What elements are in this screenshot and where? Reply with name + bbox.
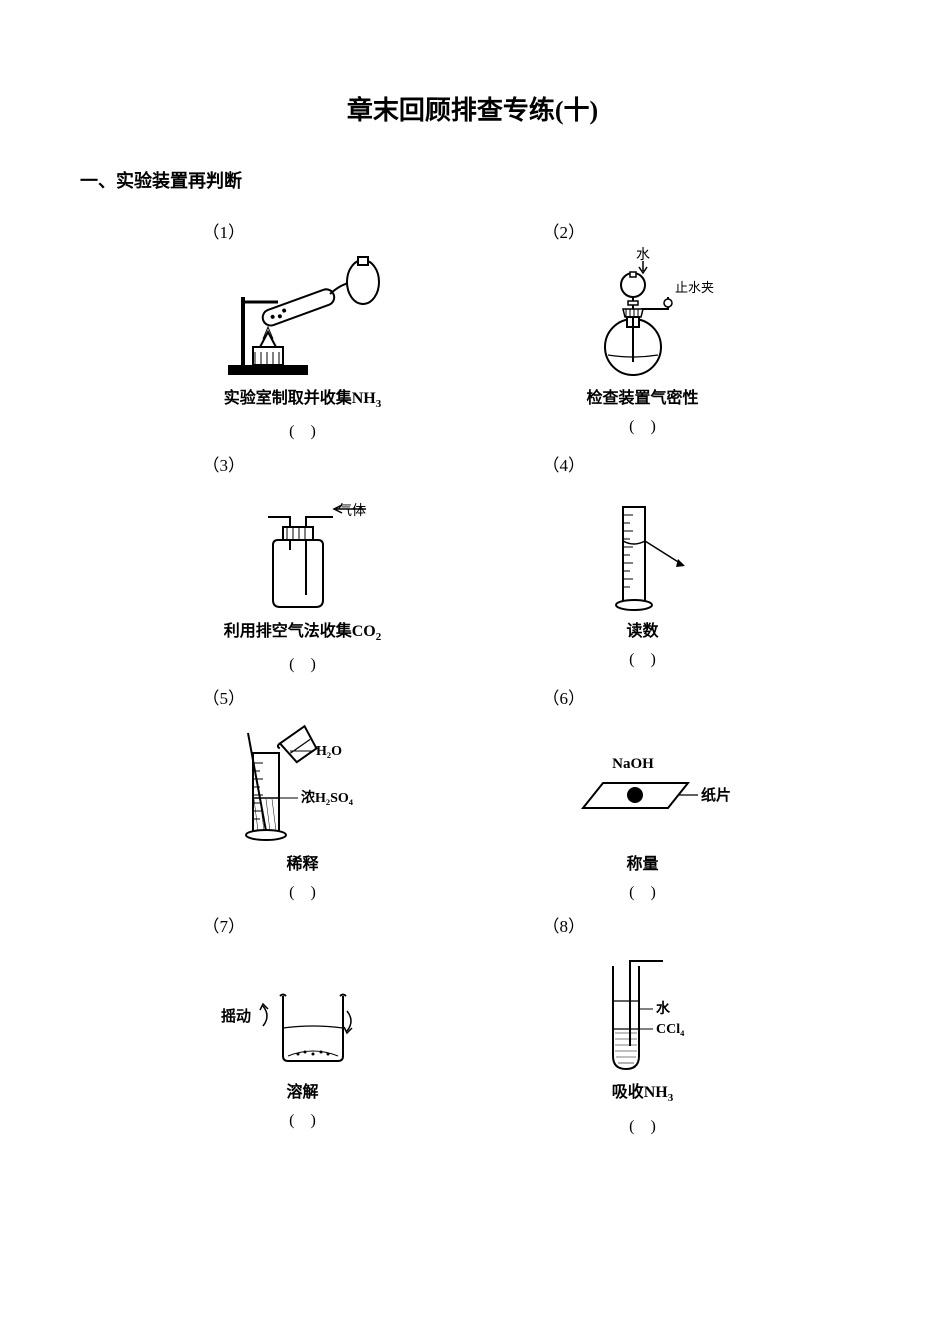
diagram-7: 摇动 xyxy=(213,941,393,1076)
item-num-4: （4） xyxy=(543,451,586,476)
item-num-7: （7） xyxy=(203,912,246,937)
blank-2: ( ) xyxy=(629,412,656,436)
blank-3: ( ) xyxy=(289,650,316,674)
cell-8: （8） xyxy=(513,912,773,1135)
caption-8: 吸收NH3 xyxy=(612,1082,674,1109)
diagram-5: H₂O 浓H₂SO₄ xyxy=(218,713,388,848)
diagram-6: NaOH 纸片 xyxy=(553,713,733,848)
cell-5: （5） xyxy=(173,684,433,902)
row-3: （5） xyxy=(173,684,773,902)
diagram-grid: （1） xyxy=(80,218,865,1146)
label-clamp: 止水夹 xyxy=(675,280,714,295)
label-gas: 气体 xyxy=(338,503,366,519)
diagram-8: 水 CCl₄ xyxy=(568,941,718,1076)
diagram-4 xyxy=(588,480,698,615)
label-shake: 摇动 xyxy=(221,1007,251,1025)
caption-8-text: 吸收NH xyxy=(612,1084,668,1101)
blank-8: ( ) xyxy=(629,1112,656,1136)
label-h2so4: 浓H₂SO₄ xyxy=(301,789,354,806)
caption-8-sub: 3 xyxy=(668,1093,674,1105)
label-paper: 纸片 xyxy=(701,786,731,804)
item-num-6: （6） xyxy=(543,684,586,709)
caption-1: 实验室制取并收集NH3 xyxy=(224,388,382,415)
cell-1: （1） xyxy=(173,218,433,441)
caption-1-sub: 3 xyxy=(376,398,382,410)
caption-2: 检查装置气密性 xyxy=(586,388,698,410)
item-num-2: （2） xyxy=(543,218,586,243)
row-2: （3） 气体 xyxy=(173,451,773,674)
caption-3-text: 利用排空气法收集CO xyxy=(224,623,376,640)
caption-4: 读数 xyxy=(626,621,658,643)
blank-1: ( ) xyxy=(289,417,316,441)
label-water-top: 水 xyxy=(636,247,650,263)
cell-6: （6） NaOH 纸片 称量 ( ) xyxy=(513,684,773,902)
item-num-5: （5） xyxy=(203,684,246,709)
row-4: （7） 摇动 xyxy=(173,912,773,1135)
caption-3-sub: 2 xyxy=(376,631,382,643)
cell-3: （3） 气体 xyxy=(173,451,433,674)
page-title: 章末回顾排查专练(十) xyxy=(80,90,865,127)
label-ccl4: CCl₄ xyxy=(656,1022,685,1037)
caption-3: 利用排空气法收集CO2 xyxy=(224,621,382,648)
caption-1-text: 实验室制取并收集NH xyxy=(224,390,376,407)
section-heading: 一、实验装置再判断 xyxy=(80,167,865,193)
row-1: （1） xyxy=(173,218,773,441)
blank-6: ( ) xyxy=(629,878,656,902)
label-h2o: H₂O xyxy=(316,744,342,759)
blank-5: ( ) xyxy=(289,878,316,902)
cell-4: （4） xyxy=(513,451,773,674)
cell-2: （2） 水 止水夹 xyxy=(513,218,773,441)
item-num-8: （8） xyxy=(543,912,586,937)
label-naoh: NaOH xyxy=(612,756,654,772)
cell-7: （7） 摇动 xyxy=(173,912,433,1135)
blank-4: ( ) xyxy=(629,645,656,669)
label-water-8: 水 xyxy=(656,1000,671,1017)
diagram-3: 气体 xyxy=(228,480,378,615)
diagram-1 xyxy=(208,247,398,382)
diagram-2: 水 止水夹 xyxy=(563,247,723,382)
page-container: 章末回顾排查专练(十) 一、实验装置再判断 （1） xyxy=(0,0,945,1206)
caption-6: 称量 xyxy=(626,854,658,876)
item-num-1: （1） xyxy=(203,218,246,243)
caption-5: 稀释 xyxy=(286,854,318,876)
caption-7: 溶解 xyxy=(286,1082,318,1104)
item-num-3: （3） xyxy=(203,451,246,476)
blank-7: ( ) xyxy=(289,1106,316,1130)
